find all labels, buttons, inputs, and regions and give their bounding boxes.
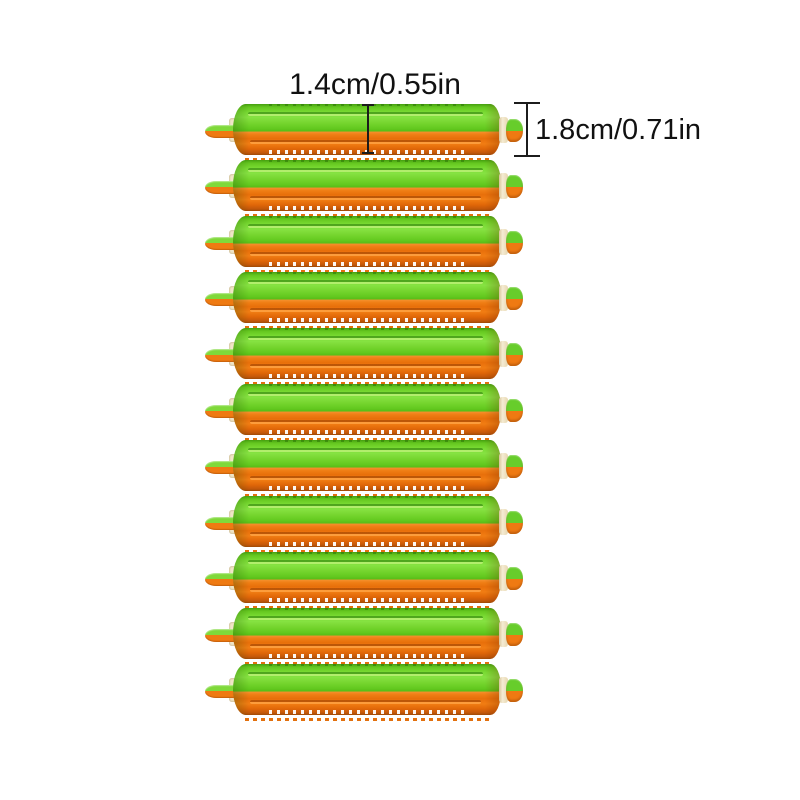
perm-rod [205, 664, 527, 721]
rod-body [233, 552, 501, 603]
perm-rod [205, 216, 527, 273]
rod-body [233, 272, 501, 323]
rod-right-washer [499, 565, 508, 591]
width-dimension-label: 1.4cm/0.55in [289, 68, 461, 101]
perm-rod [205, 328, 527, 385]
rod-right-washer [499, 509, 508, 535]
rod-right-washer [499, 229, 508, 255]
rod-end-knob [506, 455, 523, 478]
rod-right-washer [499, 453, 508, 479]
rod-body [233, 216, 501, 267]
rod-body [233, 440, 501, 491]
rod-right-washer [499, 677, 508, 703]
rod-teeth-row [245, 606, 490, 609]
rod-teeth-row [245, 214, 490, 217]
rod-end-knob [506, 511, 523, 534]
width-dimension-line [362, 104, 374, 154]
perm-rod [205, 440, 527, 497]
perm-rod [205, 496, 527, 553]
rod-right-washer [499, 173, 508, 199]
rod-teeth-row [245, 382, 490, 385]
perm-rod [205, 384, 527, 441]
rod-end-knob [506, 343, 523, 366]
rod-teeth-row [245, 718, 490, 721]
rod-teeth-row [245, 438, 490, 441]
rod-end-knob [506, 175, 523, 198]
rod-left-tip [205, 461, 237, 474]
rod-teeth-row [245, 494, 490, 497]
rod-right-washer [499, 621, 508, 647]
perm-rod [205, 160, 527, 217]
rod-right-washer [499, 285, 508, 311]
rod-end-knob [506, 287, 523, 310]
rod-right-washer [499, 341, 508, 367]
rod-left-tip [205, 181, 237, 194]
rod-end-knob [506, 399, 523, 422]
perm-rod [205, 608, 527, 665]
rod-teeth-row [245, 326, 490, 329]
rod-left-tip [205, 405, 237, 418]
rod-body [233, 496, 501, 547]
perm-rod [205, 272, 527, 329]
rod-left-tip [205, 573, 237, 586]
rod-end-knob [506, 567, 523, 590]
rod-end-knob [506, 231, 523, 254]
rod-teeth-row [245, 270, 490, 273]
rod-body [233, 328, 501, 379]
perm-rod [205, 552, 527, 609]
rod-teeth-row [245, 550, 490, 553]
rod-body [233, 608, 501, 659]
rod-end-knob [506, 623, 523, 646]
rod-body [233, 384, 501, 435]
rod-teeth-row [245, 158, 490, 161]
rod-end-knob [506, 679, 523, 702]
rod-left-tip [205, 517, 237, 530]
rod-left-tip [205, 293, 237, 306]
height-dimension-label: 1.8cm/0.71in [535, 114, 702, 146]
rod-left-tip [205, 237, 237, 250]
rod-left-tip [205, 629, 237, 642]
rod-end-knob [506, 119, 523, 142]
rod-left-tip [205, 349, 237, 362]
rod-right-washer [499, 397, 508, 423]
rod-left-tip [205, 685, 237, 698]
rod-body [233, 160, 501, 211]
height-dimension-line [514, 102, 540, 157]
rod-left-tip [205, 125, 237, 138]
rods-stack [205, 104, 535, 724]
rod-right-washer [499, 117, 508, 143]
rod-body [233, 664, 501, 715]
rod-teeth-row [245, 662, 490, 665]
